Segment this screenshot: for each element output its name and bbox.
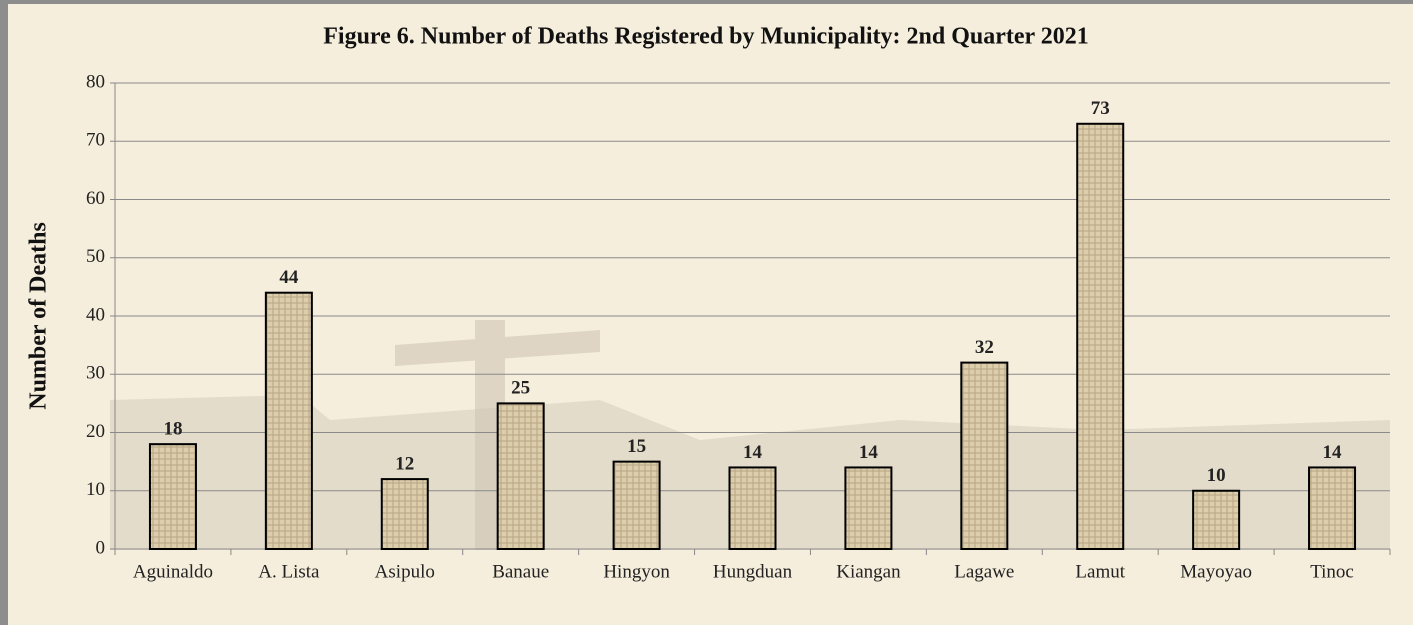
x-tick-label: Lagawe <box>954 561 1014 582</box>
x-tick-label: Banaue <box>492 561 549 582</box>
value-label: 44 <box>279 267 299 288</box>
bar <box>266 293 312 549</box>
value-label: 12 <box>395 453 414 474</box>
frame-left <box>0 0 8 625</box>
x-tick-label: Kiangan <box>836 561 901 582</box>
x-tick-label: Hingyon <box>603 561 670 582</box>
value-label: 14 <box>1323 442 1343 463</box>
bar <box>382 479 428 549</box>
y-tick-label: 20 <box>86 421 105 442</box>
y-tick-label: 30 <box>86 363 105 384</box>
y-tick-label: 50 <box>86 246 105 267</box>
frame-top <box>0 0 1413 4</box>
y-axis-label: Number of Deaths <box>26 222 52 410</box>
y-tick-label: 60 <box>86 188 105 209</box>
x-tick-label: Aguinaldo <box>133 561 213 582</box>
bar <box>1193 491 1239 549</box>
y-tick-label: 80 <box>86 71 105 92</box>
value-label: 73 <box>1091 98 1110 119</box>
x-tick-label: A. Lista <box>258 561 320 582</box>
bar <box>614 462 660 549</box>
bar <box>498 403 544 549</box>
value-label: 18 <box>163 419 182 440</box>
bar <box>1309 467 1355 549</box>
x-tick-label: Lamut <box>1075 561 1125 582</box>
x-tick-label: Asipulo <box>375 561 435 582</box>
x-tick-label: Hungduan <box>713 561 793 582</box>
value-label: 15 <box>627 436 646 457</box>
chart-title: Figure 6. Number of Deaths Registered by… <box>323 24 1089 50</box>
value-label: 10 <box>1207 465 1226 486</box>
bar <box>961 363 1007 549</box>
bar <box>1077 124 1123 549</box>
value-label: 14 <box>859 442 879 463</box>
bar <box>845 467 891 549</box>
y-tick-label: 10 <box>86 479 105 500</box>
x-tick-label: Mayoyao <box>1180 561 1252 582</box>
value-label: 25 <box>511 378 530 399</box>
y-tick-label: 0 <box>96 537 106 558</box>
value-label: 14 <box>743 442 763 463</box>
bar <box>150 444 196 549</box>
y-tick-label: 70 <box>86 130 105 151</box>
value-label: 32 <box>975 337 994 358</box>
chart: Figure 6. Number of Deaths Registered by… <box>0 0 1413 625</box>
x-tick-label: Tinoc <box>1310 561 1354 582</box>
bar <box>730 467 776 549</box>
y-tick-label: 40 <box>86 304 105 325</box>
